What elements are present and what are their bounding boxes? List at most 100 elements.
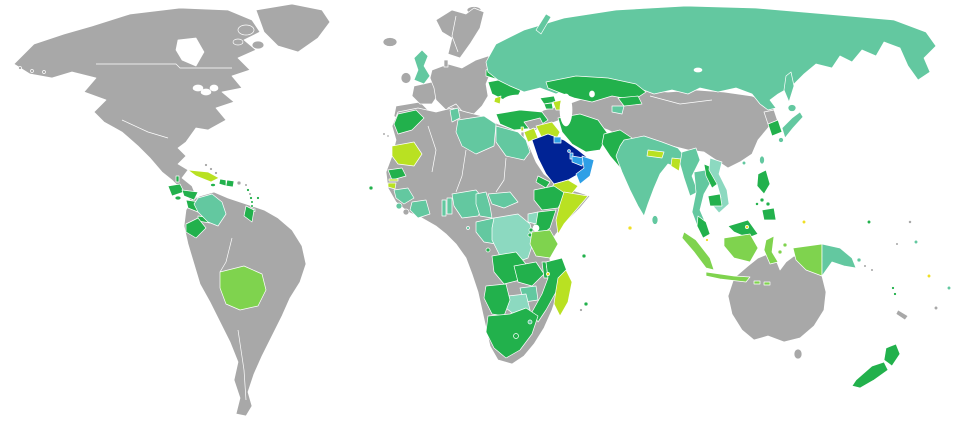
country-canary-islands-1: [382, 132, 386, 136]
country-marshall-islands: [908, 220, 912, 224]
landmass-arctic-island-1: [237, 24, 255, 36]
country-gambia: [388, 178, 399, 182]
country-new-caledonia: [895, 309, 909, 321]
great-lake-3: [209, 84, 219, 92]
country-vanuatu-2: [893, 292, 897, 296]
country-japan-honshu: [781, 111, 804, 139]
border-us-canada: [96, 63, 232, 69]
country-bahrain: [567, 149, 571, 153]
country-indonesia-sunda-1: [753, 280, 761, 285]
country-oman: [575, 155, 595, 185]
country-sierra-leone: [395, 202, 403, 210]
colored-countries: [167, 5, 952, 389]
country-tanzania: [529, 229, 559, 259]
country-vanuatu-1: [891, 286, 895, 290]
aleutian-island-2: [30, 69, 34, 73]
country-nauru: [895, 242, 899, 246]
country-colombia: [193, 193, 227, 227]
country-rwanda: [528, 227, 534, 233]
country-eswatini: [527, 319, 533, 325]
country-malaysia-borneo: [727, 219, 759, 239]
country-guyana: [243, 205, 255, 223]
country-kiribati: [913, 239, 919, 245]
country-tajikistan: [611, 105, 625, 115]
country-guadeloupe: [244, 183, 248, 187]
black-sea: [501, 94, 535, 110]
border-brazil-west: [219, 237, 233, 273]
country-cameroon: [475, 191, 493, 219]
country-indonesia-java: [705, 271, 751, 283]
country-indonesia-maluku-2: [782, 242, 788, 248]
country-madagascar: [553, 269, 573, 317]
country-seychelles: [581, 253, 587, 259]
country-mozambique: [531, 257, 569, 323]
country-somalia: [555, 191, 589, 235]
country-indonesia-sumatra: [681, 231, 715, 271]
country-reunion: [579, 308, 583, 312]
landmass-denmark: [443, 59, 449, 68]
landmass-australia: [727, 253, 827, 343]
country-senegal: [387, 167, 407, 181]
country-sri-lanka: [651, 215, 659, 225]
landmass-tasmania: [793, 348, 803, 360]
country-maldives: [627, 225, 633, 231]
country-jamaica: [210, 183, 216, 187]
great-lake-1: [192, 84, 204, 92]
country-cuba: [187, 169, 220, 183]
country-bahamas-2: [209, 167, 213, 171]
country-papua-new-guinea: [821, 243, 857, 277]
country-indonesia-maluku-1: [777, 249, 783, 255]
country-south-korea: [767, 119, 783, 137]
country-vietnam: [708, 157, 730, 214]
country-ireland: [400, 72, 412, 84]
country-united-arab-emirates: [571, 155, 585, 167]
country-guinea-bissau: [387, 182, 397, 190]
country-bahamas-1: [204, 163, 208, 167]
country-grenada: [250, 204, 254, 208]
country-belize: [175, 175, 180, 183]
border-us-mexico: [121, 119, 169, 139]
aleutian-island-3: [42, 70, 46, 74]
border-sudan: [495, 157, 507, 193]
caspian-sea: [559, 93, 573, 127]
landmass-scandinavia: [435, 7, 485, 59]
country-hong-kong: [741, 160, 747, 166]
country-taiwan: [759, 155, 765, 165]
country-comoros: [546, 272, 550, 276]
country-st-vincent: [250, 200, 254, 204]
country-philippines-visayas-1: [759, 197, 765, 203]
country-ecuador: [185, 217, 207, 239]
country-russia-novaya-zemlya: [535, 13, 552, 35]
country-cape-verde: [368, 185, 374, 191]
country-puerto-rico: [236, 180, 242, 186]
country-bolivia: [219, 265, 267, 311]
lake-baikal: [693, 67, 703, 73]
border-sahara-2: [455, 149, 467, 193]
country-new-zealand-north: [883, 343, 901, 367]
country-cambodia: [707, 193, 723, 207]
country-samoa: [946, 285, 952, 291]
country-bahamas-3: [214, 171, 218, 175]
country-angola-cabinda: [485, 247, 491, 253]
country-japan-kyushu: [778, 137, 784, 143]
hudson-bay: [175, 37, 205, 67]
country-moldova: [493, 95, 502, 105]
border-chile-argentina: [237, 329, 247, 401]
country-lesotho: [513, 333, 519, 339]
country-honduras: [181, 189, 199, 201]
country-guinea: [393, 187, 415, 205]
country-egypt: [495, 125, 531, 161]
landmass-arctic-island-3: [232, 38, 244, 46]
country-tunisia: [449, 107, 461, 123]
country-benin: [446, 197, 453, 215]
country-indonesia-sulawesi: [763, 235, 779, 265]
country-micronesia: [866, 219, 872, 225]
country-armenia: [543, 102, 554, 110]
country-el-salvador: [174, 195, 182, 201]
country-india: [615, 135, 687, 217]
country-solomon-islands-2: [870, 268, 874, 272]
country-canary-islands-2: [386, 134, 390, 138]
country-ethiopia: [533, 185, 567, 211]
country-brunei: [745, 225, 749, 229]
